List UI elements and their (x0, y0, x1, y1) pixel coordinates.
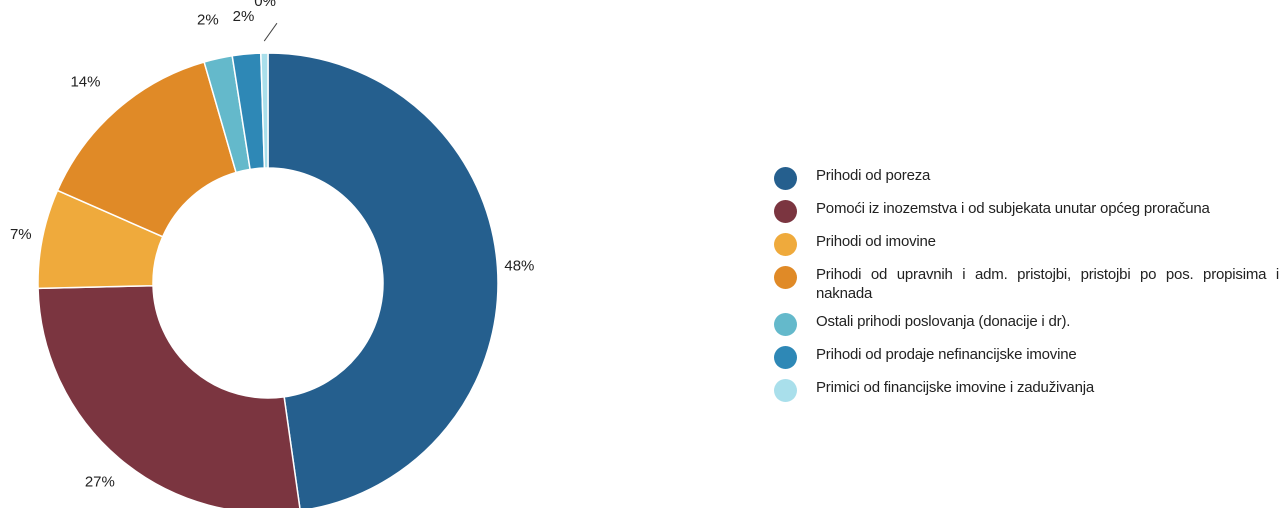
legend-item: Ostali prihodi poslovanja (donacije i dr… (774, 312, 1279, 336)
data-label-6: 2% (233, 8, 255, 25)
legend-marker (774, 200, 797, 223)
leader-line (263, 22, 278, 42)
data-label-1: 48% (504, 257, 534, 274)
data-label-5: 2% (197, 11, 219, 28)
legend-label: Pomoći iz inozemstva i od subjekata unut… (816, 200, 1210, 217)
data-label-7: 0% (254, 0, 276, 10)
legend-item: Prihodi od upravnih i adm. pristojbi, pr… (774, 265, 1279, 303)
legend-item: Pomoći iz inozemstva i od subjekata unut… (774, 199, 1279, 223)
slice-1 (267, 52, 499, 508)
legend-label: Prihodi od prodaje nefinancijske imovine (816, 346, 1077, 363)
legend-item: Prihodi od prodaje nefinancijske imovine (774, 345, 1279, 369)
legend-label: Ostali prihodi poslovanja (donacije i dr… (816, 313, 1071, 330)
legend-item: Prihodi od imovine (774, 232, 1279, 256)
legend-item: Primici od financijske imovine i zaduživ… (774, 378, 1279, 402)
legend-label: Prihodi od upravnih i adm. pristojbi, pr… (816, 266, 1279, 302)
slice-7 (260, 52, 269, 169)
chart-slices (37, 52, 499, 508)
data-label-2: 27% (85, 473, 115, 490)
slice-2 (37, 284, 301, 508)
legend-marker (774, 167, 797, 190)
legend-marker (774, 313, 797, 336)
legend-marker (774, 379, 797, 402)
chart-labels: 48%27%7%14%2% 2%0% (10, 0, 534, 490)
legend-marker (774, 266, 797, 289)
legend-item: Prihodi od poreza (774, 166, 1279, 190)
data-label-3: 7% (10, 226, 32, 243)
legend-label: Primici od financijske imovine i zaduživ… (816, 379, 1094, 396)
data-label-4: 14% (70, 73, 100, 90)
chart-legend: Prihodi od poreza Pomoći iz inozemstva i … (774, 166, 1279, 411)
legend-label: Prihodi od poreza (816, 167, 931, 184)
legend-marker (774, 233, 797, 256)
legend-marker (774, 346, 797, 369)
legend-label: Prihodi od imovine (816, 233, 936, 250)
